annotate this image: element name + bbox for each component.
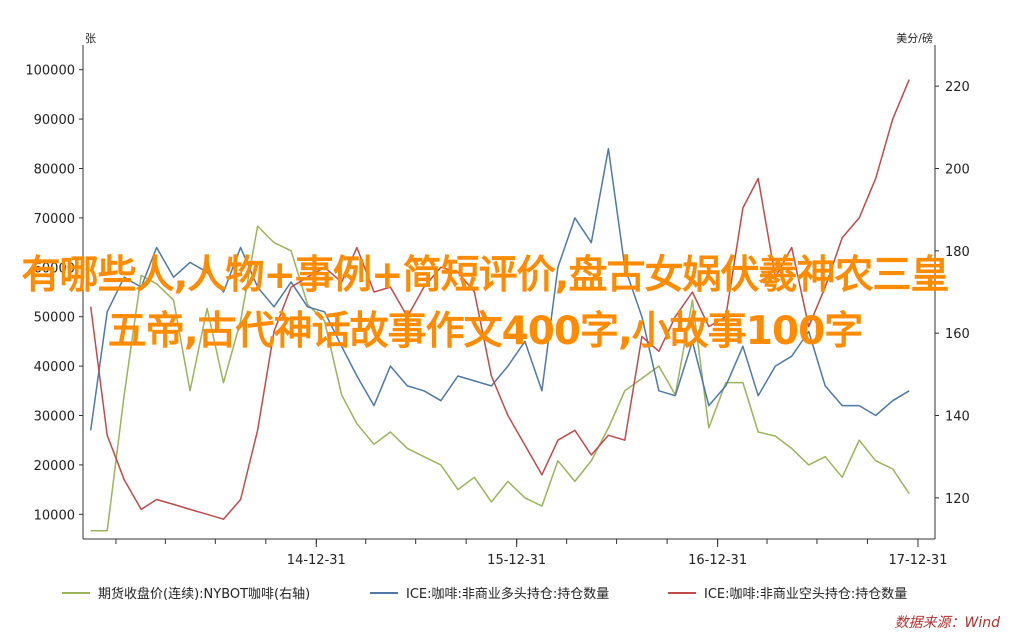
x-tick-label: 15-12-31 [487,553,546,568]
legend-label-1: 期货收盘价(连续):NYBOT咖啡(右轴) [98,586,310,602]
left-tick-label: 40000 [34,360,75,375]
right-tick-label: 220 [945,80,970,95]
left-tick-label: 90000 [34,113,75,128]
x-tick-label: 14-12-31 [287,553,346,568]
left-axis-unit: 张 [85,32,96,45]
right-axis-unit: 美分/磅 [896,31,933,45]
right-tick-label: 120 [945,492,970,507]
x-tick-label: 16-12-31 [688,553,747,568]
right-tick-label: 180 [945,245,970,260]
left-tick-label: 20000 [34,459,75,474]
legend-label-3: ICE:咖啡:非商业空头持仓:持仓数量 [704,587,907,602]
left-tick-label: 10000 [34,508,75,523]
left-tick-label: 70000 [34,212,75,227]
series-line-2 [89,147,910,431]
left-tick-label: 60000 [34,261,75,276]
series-line-1 [90,225,910,532]
right-tick-label: 140 [945,410,970,425]
right-tick-label: 160 [945,327,970,342]
left-tick-label: 30000 [34,410,75,425]
chart-axes: 张 美分/磅 10000 20000 30000 40000 50000 60000 70000… [25,31,969,568]
x-tick-label: 17-12-31 [888,553,947,568]
left-tick-label: 100000 [25,64,75,79]
source-note: 数据来源：Wind [895,615,1001,631]
left-tick-label: 80000 [34,163,75,178]
right-tick-label: 200 [945,163,970,178]
legend-label-2: ICE:咖啡:非商业多头持仓:持仓数量 [406,586,609,602]
chart-legend: 期货收盘价(连续):NYBOT咖啡(右轴) ICE:咖啡:非商业多头持仓:持仓数量… [62,586,907,602]
left-tick-label: 50000 [34,311,75,326]
chart-lines [89,79,910,532]
series-line-3 [89,79,910,520]
